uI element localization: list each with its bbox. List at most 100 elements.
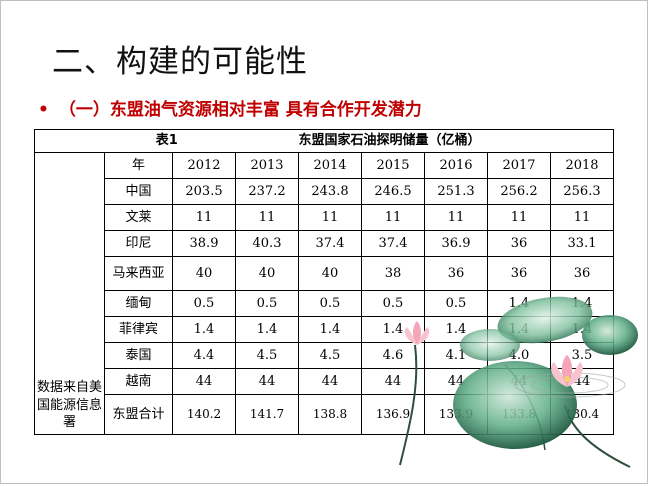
value-cell: 40.3 — [235, 230, 299, 257]
year-cell: 2013 — [235, 152, 299, 179]
value-cell: 0.5 — [424, 290, 488, 317]
table-caption-label: 表1 — [34, 129, 299, 153]
table-row: 马来西亚 40 40 40 38 36 36 36 — [35, 256, 614, 291]
value-cell: 256.2 — [487, 178, 551, 205]
value-cell: 136.9 — [361, 394, 425, 435]
year-header: 年 — [104, 152, 173, 179]
slide-subtitle: • （一）东盟油气资源相对丰富 具有合作开发潜力 — [38, 95, 422, 120]
value-cell: 133.9 — [424, 394, 488, 435]
subtitle-text: （一）东盟油气资源相对丰富 具有合作开发潜力 — [58, 100, 422, 120]
value-cell: 36 — [424, 256, 488, 291]
value-cell: 33.1 — [550, 230, 614, 257]
year-cell: 2014 — [298, 152, 362, 179]
country-cell: 缅甸 — [104, 290, 173, 317]
value-cell: 138.8 — [298, 394, 362, 435]
value-cell: 11 — [361, 204, 425, 231]
value-cell: 11 — [235, 204, 299, 231]
value-cell: 40 — [172, 256, 236, 291]
value-cell: 1.4 — [298, 316, 362, 343]
value-cell: 133.8 — [487, 394, 551, 435]
table-row: 泰国 4.4 4.5 4.5 4.6 4.1 4.0 3.5 — [35, 342, 614, 369]
table-caption-row: 表1 东盟国家石油探明储量（亿桶） — [34, 129, 614, 153]
country-cell: 越南 — [104, 368, 173, 395]
value-cell: 11 — [172, 204, 236, 231]
table-header-row: 数据来自美国能源信息署 年 2012 2013 2014 2015 2016 2… — [34, 152, 614, 435]
value-cell: 237.2 — [235, 178, 299, 205]
value-cell: 4.0 — [487, 342, 551, 369]
value-cell: 256.3 — [550, 178, 614, 205]
table-row: 越南 44 44 44 44 44 44 44 — [35, 368, 614, 395]
value-cell: 4.1 — [424, 342, 488, 369]
value-cell: 4.6 — [361, 342, 425, 369]
value-cell: 0.5 — [361, 290, 425, 317]
country-cell: 泰国 — [104, 342, 173, 369]
value-cell: 44 — [550, 368, 614, 395]
value-cell: 1.4 — [487, 316, 551, 343]
value-cell: 37.4 — [298, 230, 362, 257]
table-caption-title: 东盟国家石油探明储量（亿桶） — [298, 129, 614, 153]
year-cell: 2017 — [487, 152, 551, 179]
country-cell: 菲律宾 — [104, 316, 173, 343]
value-cell: 130.4 — [550, 394, 614, 435]
value-cell: 1.4 — [487, 290, 551, 317]
country-cell: 东盟合计 — [104, 394, 173, 435]
value-cell: 44 — [361, 368, 425, 395]
country-cell: 中国 — [104, 178, 173, 205]
value-cell: 44 — [235, 368, 299, 395]
value-cell: 36.9 — [424, 230, 488, 257]
table-row-total: 东盟合计 140.2 141.7 138.8 136.9 133.9 133.8… — [35, 394, 614, 435]
value-cell: 44 — [487, 368, 551, 395]
value-cell: 11 — [424, 204, 488, 231]
value-cell: 36 — [550, 256, 614, 291]
value-cell: 203.5 — [172, 178, 236, 205]
value-cell: 1.4 — [235, 316, 299, 343]
year-cell: 2015 — [361, 152, 425, 179]
value-cell: 1.4 — [550, 316, 614, 343]
year-cell: 2016 — [424, 152, 488, 179]
source-note: 数据来自美国能源信息署 — [34, 152, 105, 435]
value-cell: 36 — [487, 230, 551, 257]
value-cell: 4.4 — [172, 342, 236, 369]
value-cell: 3.5 — [550, 342, 614, 369]
value-cell: 44 — [424, 368, 488, 395]
value-cell: 11 — [550, 204, 614, 231]
value-cell: 36 — [487, 256, 551, 291]
value-cell: 11 — [487, 204, 551, 231]
value-cell: 1.4 — [550, 290, 614, 317]
value-cell: 251.3 — [424, 178, 488, 205]
value-cell: 141.7 — [235, 394, 299, 435]
value-cell: 44 — [298, 368, 362, 395]
value-cell: 140.2 — [172, 394, 236, 435]
value-cell: 40 — [235, 256, 299, 291]
value-cell: 0.5 — [298, 290, 362, 317]
value-cell: 40 — [298, 256, 362, 291]
country-cell: 文莱 — [104, 204, 173, 231]
value-cell: 4.5 — [235, 342, 299, 369]
table-row: 文莱 11 11 11 11 11 11 11 — [35, 204, 614, 231]
country-cell: 印尼 — [104, 230, 173, 257]
table-row: 菲律宾 1.4 1.4 1.4 1.4 1.4 1.4 1.4 — [35, 316, 614, 343]
table-row: 中国 203.5 237.2 243.8 246.5 251.3 256.2 2… — [35, 178, 614, 205]
value-cell: 4.5 — [298, 342, 362, 369]
table-row: 缅甸 0.5 0.5 0.5 0.5 0.5 1.4 1.4 — [35, 290, 614, 317]
value-cell: 246.5 — [361, 178, 425, 205]
value-cell: 37.4 — [361, 230, 425, 257]
country-cell: 马来西亚 — [104, 256, 173, 291]
year-cell: 2012 — [172, 152, 236, 179]
table-row: 印尼 38.9 40.3 37.4 37.4 36.9 36 33.1 — [35, 230, 614, 257]
value-cell: 0.5 — [172, 290, 236, 317]
value-cell: 38 — [361, 256, 425, 291]
value-cell: 44 — [172, 368, 236, 395]
value-cell: 243.8 — [298, 178, 362, 205]
value-cell: 38.9 — [172, 230, 236, 257]
slide-title: 二、构建的可能性 — [52, 44, 308, 80]
year-cell: 2018 — [550, 152, 614, 179]
oil-reserves-table: 表1 东盟国家石油探明储量（亿桶） 数据来自美国能源信息署 年 2012 201… — [34, 129, 614, 435]
value-cell: 11 — [298, 204, 362, 231]
value-cell: 1.4 — [424, 316, 488, 343]
value-cell: 1.4 — [361, 316, 425, 343]
value-cell: 0.5 — [235, 290, 299, 317]
bullet-icon: • — [38, 100, 49, 120]
value-cell: 1.4 — [172, 316, 236, 343]
